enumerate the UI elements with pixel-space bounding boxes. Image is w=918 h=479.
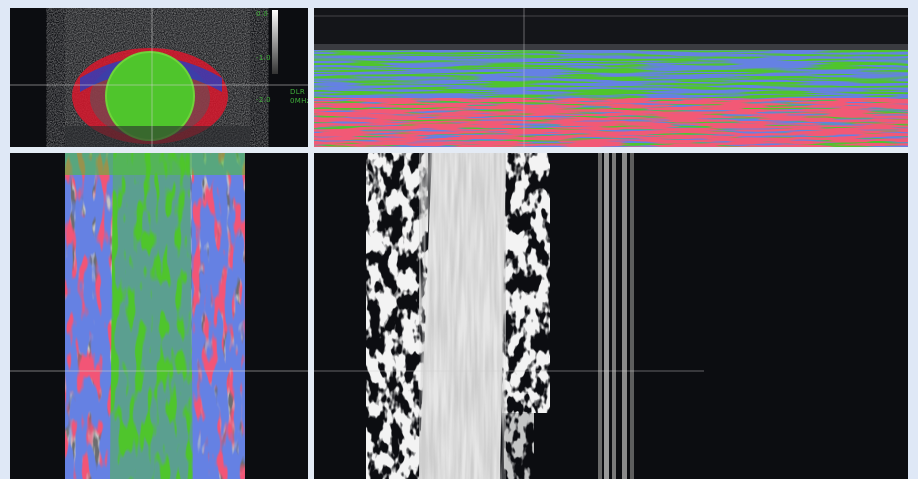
legend-line-2: 0MHz [290,97,308,105]
longitudinal-view-panel[interactable] [10,153,308,479]
reconstruction-view-panel[interactable] [314,153,908,479]
transverse-view-panel[interactable]: 0.0 -1.0 -2.0 DLR 0MHz [10,8,308,147]
ultrasound-display: 0.0 -1.0 -2.0 DLR 0MHz [10,8,908,479]
longitudinal-view-image [10,153,308,479]
scale-low-label: -2.0 [256,96,271,104]
horizontal-divider [10,147,908,153]
m-mode-view-image [314,8,908,147]
m-mode-view-panel[interactable] [314,8,908,147]
vertical-divider [308,8,314,479]
scale-mid-label: -1.0 [256,54,271,62]
scale-top-label: 0.0 [256,10,269,18]
reconstruction-view-image [314,153,704,479]
transverse-view-image [10,8,308,147]
legend-line-1: DLR [290,88,306,96]
